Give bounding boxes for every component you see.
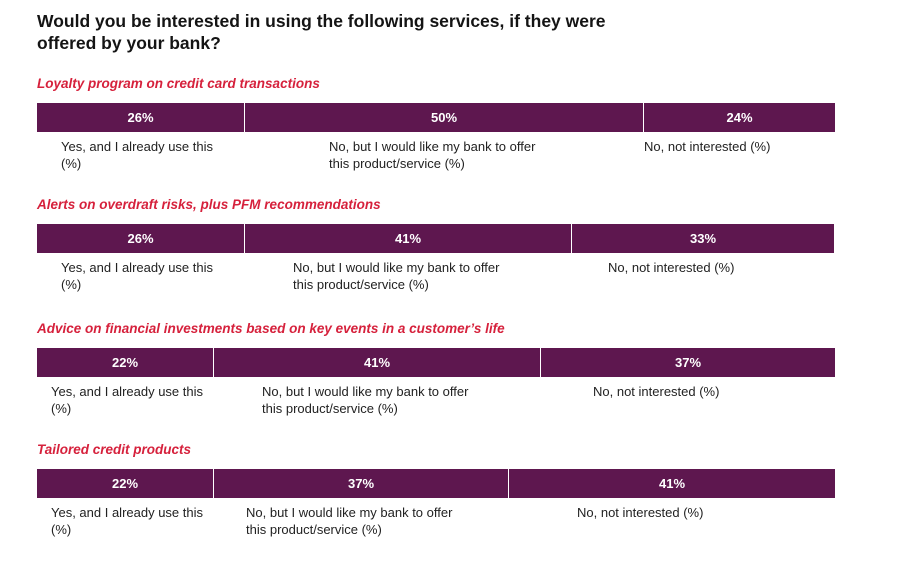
value-label: 33% xyxy=(689,231,717,246)
bar-segment: 41% xyxy=(508,469,835,498)
value-label: 26% xyxy=(127,231,154,246)
service-section: Advice on financial investments based on… xyxy=(37,321,835,421)
service-section: Tailored credit products 22% 37% 41% Yes, an… xyxy=(37,442,835,542)
value-label: 26% xyxy=(127,110,154,125)
series-label: No, not interested (%) xyxy=(644,139,771,154)
bar-segment: 37% xyxy=(540,348,835,377)
bar-segment: 37% xyxy=(213,469,508,498)
bar-segment: 26% xyxy=(37,224,244,253)
bar-segment: 50% xyxy=(244,103,643,132)
series-label: No, but I would like my bank to offer th… xyxy=(329,139,536,171)
segment-labels: Yes, and I already use this (%) No, but I… xyxy=(37,383,835,423)
chart-title: Would you be interested in using the fol… xyxy=(37,11,606,53)
value-label: 22% xyxy=(111,355,139,370)
value-label: 22% xyxy=(111,476,139,491)
series-label: Yes, and I already use this (%) xyxy=(61,260,214,292)
series-label: Yes, and I already use this (%) xyxy=(61,139,214,171)
bar-segment: 41% xyxy=(213,348,540,377)
segment-labels: Yes, and I already use this (%) No, but I… xyxy=(37,259,835,299)
section-title: Alerts on overdraft risks, plus PFM reco… xyxy=(37,197,381,212)
bar-segment: 33% xyxy=(571,224,834,253)
value-label: 41% xyxy=(394,231,422,246)
value-label: 41% xyxy=(658,476,686,491)
value-label: 37% xyxy=(674,355,702,370)
stacked-bar: 22% 41% 37% xyxy=(37,348,835,377)
series-label: No, but I would like my bank to offer th… xyxy=(246,505,453,537)
value-label: 24% xyxy=(726,110,753,125)
value-label: 50% xyxy=(430,110,458,125)
bar-segment: 22% xyxy=(37,348,213,377)
bar-segment: 26% xyxy=(37,103,244,132)
stacked-bar: 26% 50% 24% xyxy=(37,103,835,132)
series-label: Yes, and I already use this (%) xyxy=(51,505,204,537)
series-label: No, not interested (%) xyxy=(577,505,704,520)
section-title: Tailored credit products xyxy=(37,442,192,457)
bar-segment: 22% xyxy=(37,469,213,498)
series-label: No, but I would like my bank to offer th… xyxy=(262,384,469,416)
segment-labels: Yes, and I already use this (%) No, but I… xyxy=(37,504,835,544)
value-label: 37% xyxy=(347,476,375,491)
series-label: No, not interested (%) xyxy=(608,260,735,275)
segment-labels: Yes, and I already use this (%) No, but I… xyxy=(37,138,835,178)
value-label: 41% xyxy=(363,355,391,370)
series-label: No, but I would like my bank to offer th… xyxy=(293,260,500,292)
bar-segment: 24% xyxy=(643,103,835,132)
series-label: Yes, and I already use this (%) xyxy=(51,384,204,416)
stacked-bar: 26% 41% 33% xyxy=(37,224,835,253)
bar-segment: 41% xyxy=(244,224,571,253)
service-section: Loyalty program on credit card transacti… xyxy=(37,76,835,176)
service-section: Alerts on overdraft risks, plus PFM reco… xyxy=(37,197,835,297)
section-title: Advice on financial investments based on… xyxy=(37,321,505,336)
section-title: Loyalty program on credit card transacti… xyxy=(37,76,320,91)
stacked-bar: 22% 37% 41% xyxy=(37,469,835,498)
series-label: No, not interested (%) xyxy=(593,384,720,399)
